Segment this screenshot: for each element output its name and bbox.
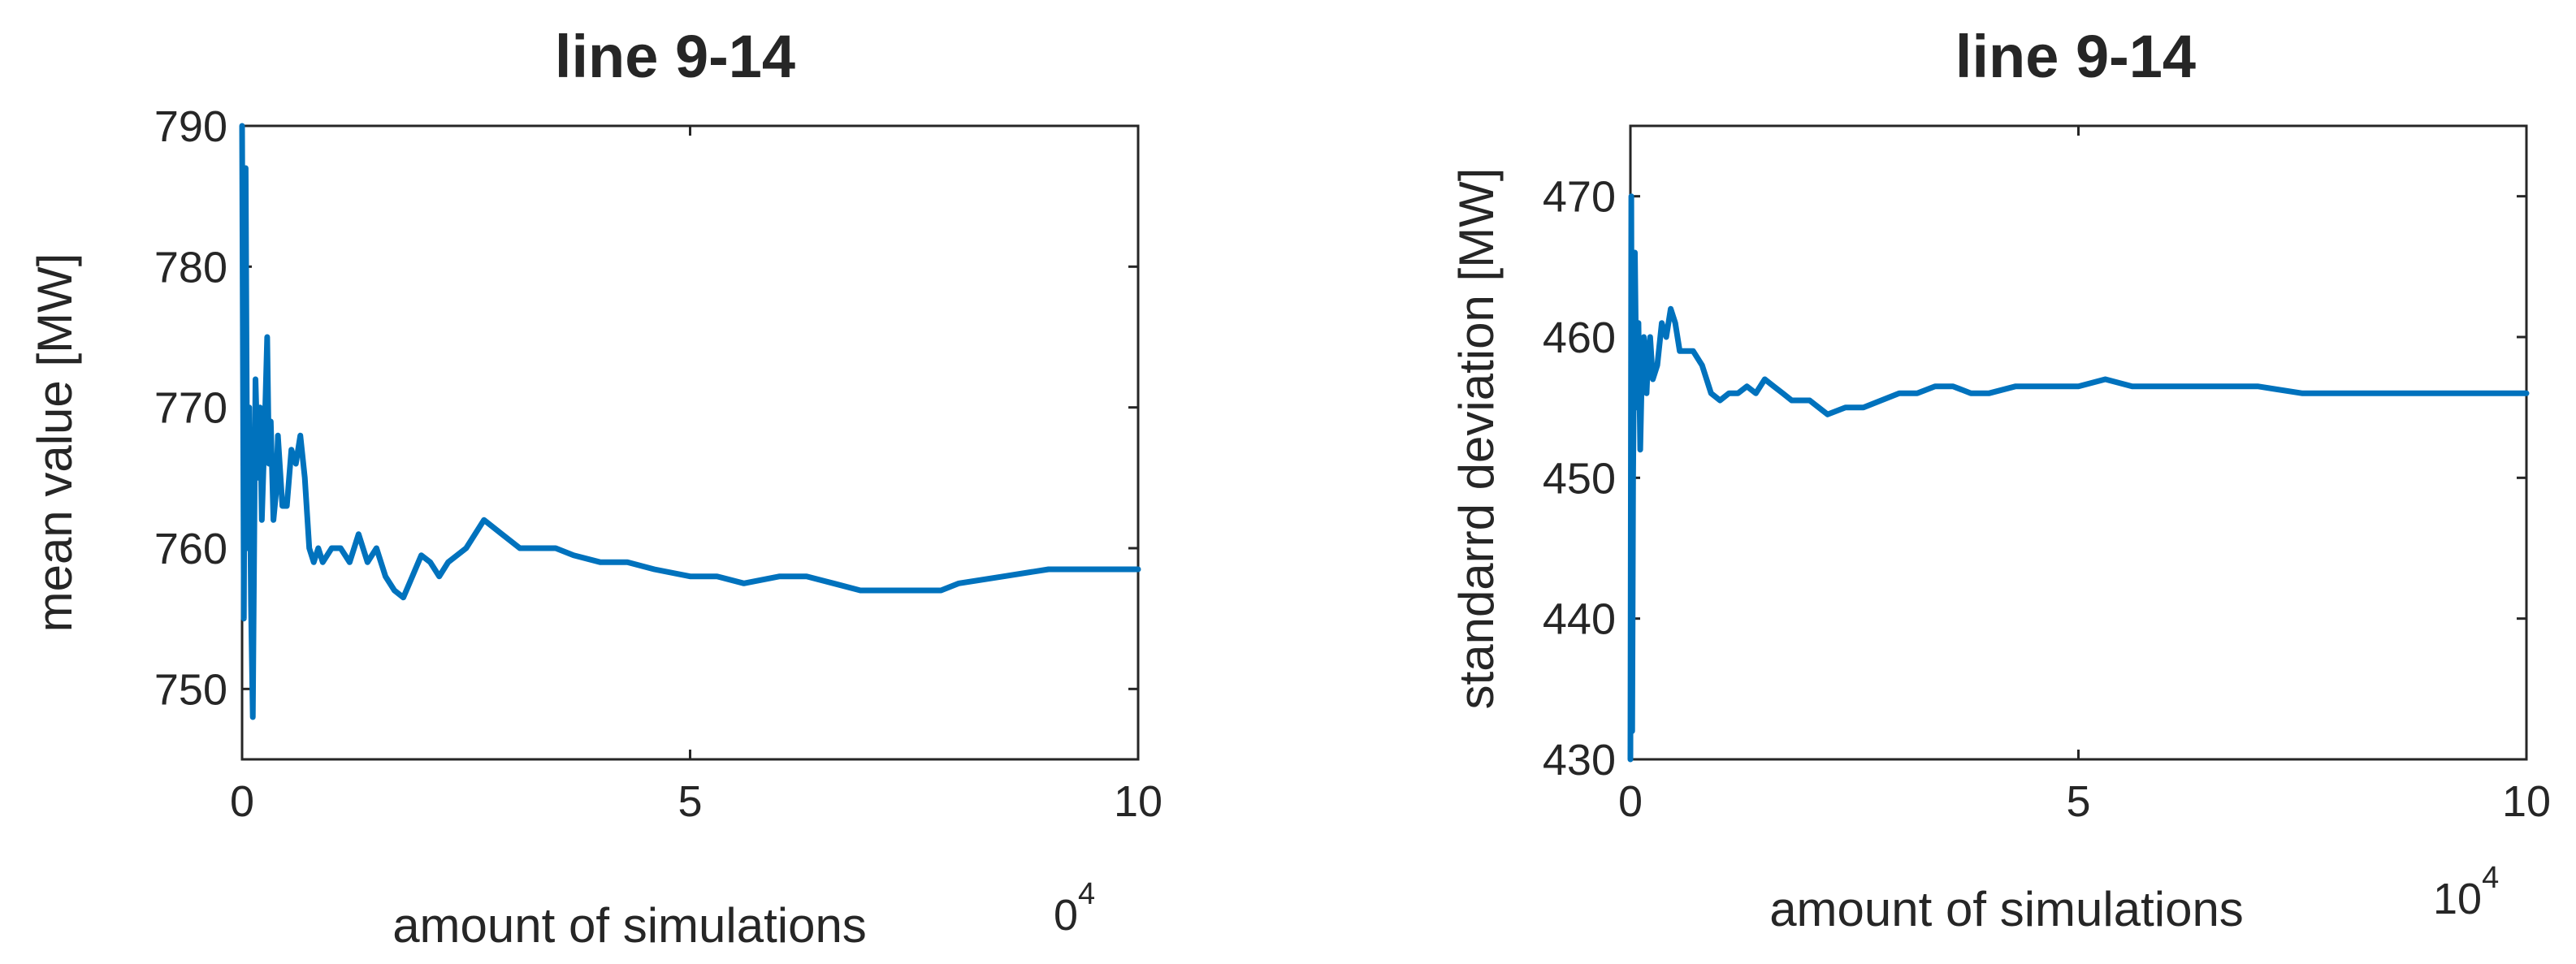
chart-panel-mean: line 9-14 0 5 10 750 760 770 780 790 amount of …: [28, 23, 1162, 953]
tick-label-group: 0 5 10 430 440 450 460 470: [1543, 173, 2551, 826]
x-exponent-label: 04: [1054, 877, 1095, 940]
x-tick-label: 5: [2066, 777, 2090, 826]
y-tick-label: 440: [1543, 595, 1616, 644]
plot-frame: [1629, 124, 2528, 761]
y-tick-label: 450: [1543, 454, 1616, 503]
chart-title: line 9-14: [555, 23, 795, 90]
y-tick-label: 470: [1543, 173, 1616, 222]
x-exponent-label: 104: [2433, 861, 2499, 923]
x-tick-label: 10: [1114, 777, 1162, 826]
chart-title: line 9-14: [1955, 23, 2196, 90]
y-axis-label: mean value [MW]: [28, 253, 82, 633]
y-tick-label: 770: [154, 384, 227, 433]
x-tick-label: 10: [2502, 777, 2551, 826]
series-line-mean: [239, 123, 1141, 720]
y-tick-label: 760: [154, 525, 227, 573]
tick-group: [240, 124, 1140, 759]
tick-group: [1629, 126, 2528, 761]
x-axis-label: amount of simulations: [1769, 882, 2244, 936]
series-line-std: [1627, 193, 2530, 763]
x-exponent-power: 4: [2482, 861, 2499, 895]
tick-label-group: 0 5 10 750 760 770 780 790: [154, 102, 1162, 826]
x-tick-label: 0: [1618, 777, 1643, 826]
x-exponent-power: 4: [1078, 877, 1095, 911]
y-tick-label: 790: [154, 102, 227, 151]
x-tick-label: 0: [230, 777, 254, 826]
plot-frame: [240, 124, 1140, 761]
x-exponent-base: 0: [1054, 891, 1078, 940]
y-tick-label: 750: [154, 665, 227, 714]
x-axis-label: amount of simulations: [392, 898, 867, 953]
x-exponent-base: 10: [2433, 875, 2482, 923]
x-tick-label: 5: [678, 777, 702, 826]
y-tick-label: 780: [154, 243, 227, 292]
y-tick-label: 430: [1543, 736, 1616, 785]
y-axis-label: standarrd deviation [MW]: [1449, 168, 1504, 710]
y-tick-label: 460: [1543, 313, 1616, 362]
chart-panel-std: line 9-14 0 5 10 430 440 450 460 470 amount of …: [1449, 23, 2551, 936]
